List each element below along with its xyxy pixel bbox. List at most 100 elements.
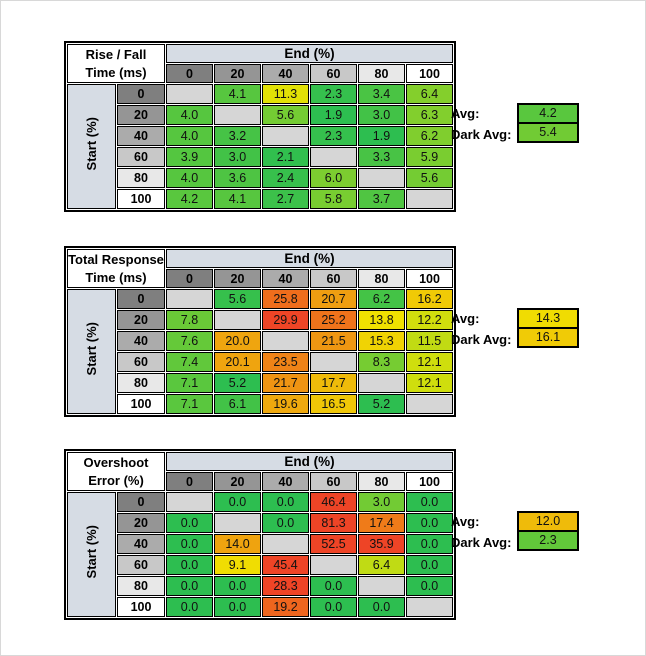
heatmap-cell: 12.1 <box>406 373 453 393</box>
heatmap-cell: 12.2 <box>406 310 453 330</box>
overshoot-error-table: Overshoot Error (%) End (%) 0 20 40 60 80 100 Sta… <box>64 449 579 620</box>
col-header: 80 <box>358 64 405 83</box>
start-axis-label: Start (%) <box>67 289 116 414</box>
row-header: 40 <box>117 534 165 554</box>
heatmap-cell: 2.4 <box>262 168 309 188</box>
heatmap-cell <box>406 394 453 414</box>
col-header: 20 <box>214 472 261 491</box>
start-axis-text: Start (%) <box>84 525 99 579</box>
row-header: 40 <box>117 126 165 146</box>
avg-label: Avg: <box>451 311 480 326</box>
row-header: 40 <box>117 331 165 351</box>
heatmap-cell: 5.2 <box>358 394 405 414</box>
heatmap-cell: 81.3 <box>310 513 357 533</box>
avg-boxes: 12.0 2.3 <box>517 511 579 553</box>
heatmap-cell: 5.8 <box>310 189 357 209</box>
heatmap-cell: 19.6 <box>262 394 309 414</box>
header-row: Rise / Fall Time (ms) End (%) <box>67 44 453 83</box>
dark-avg-value-box: 5.4 <box>517 122 579 143</box>
header-row: 0 20 40 60 80 100 <box>67 472 453 491</box>
avg-panel: Avg: Dark Avg: 14.3 16.1 <box>451 308 579 350</box>
avg-labels: Avg: Dark Avg: <box>451 511 517 553</box>
heatmap-cell <box>214 310 261 330</box>
heatmap-cell: 0.0 <box>166 555 213 575</box>
header-row: 0 20 40 60 80 100 <box>67 269 453 288</box>
end-axis-label: End (%) <box>166 44 453 63</box>
heatmap-cell: 0.0 <box>166 513 213 533</box>
heatmap-table: Total Response Time (ms) End (%) 0 20 40 60 80 1… <box>66 248 454 415</box>
table-title: Overshoot Error (%) <box>67 452 165 491</box>
table-row: 80 7.1 5.2 21.7 17.7 12.1 <box>67 373 453 393</box>
heatmap-cell: 21.5 <box>310 331 357 351</box>
heatmap-cell: 25.8 <box>262 289 309 309</box>
table-title-line2: Error (%) <box>88 472 144 488</box>
rise-fall-time-table: Rise / Fall Time (ms) End (%) 0 20 40 60 80 100 S… <box>64 41 579 212</box>
heatmap-cell: 12.1 <box>406 352 453 372</box>
heatmap-cell: 0.0 <box>406 534 453 554</box>
heatmap-cell: 7.1 <box>166 394 213 414</box>
heatmap-cell <box>262 331 309 351</box>
heatmap-cell: 5.2 <box>214 373 261 393</box>
table-title-line1: Total Response <box>68 251 164 267</box>
table-row: 60 7.4 20.1 23.5 8.3 12.1 <box>67 352 453 372</box>
heatmap-cell <box>358 168 405 188</box>
heatmap-cell: 20.0 <box>214 331 261 351</box>
heatmap-cell: 5.6 <box>214 289 261 309</box>
avg-label: Avg: <box>451 106 480 121</box>
heatmap-cell: 3.9 <box>166 147 213 167</box>
heatmap-cell: 20.7 <box>310 289 357 309</box>
heatmap-cell: 9.1 <box>214 555 261 575</box>
heatmap-cell: 4.1 <box>214 189 261 209</box>
table-row: 80 4.0 3.6 2.4 6.0 5.6 <box>67 168 453 188</box>
heatmap-cell: 3.7 <box>358 189 405 209</box>
row-header: 20 <box>117 513 165 533</box>
heatmap-cell: 0.0 <box>406 576 453 596</box>
table-row: 40 0.0 14.0 52.5 35.9 0.0 <box>67 534 453 554</box>
col-header: 20 <box>214 64 261 83</box>
heatmap-cell: 21.7 <box>262 373 309 393</box>
table-row: 100 7.1 6.1 19.6 16.5 5.2 <box>67 394 453 414</box>
heatmap-cell: 29.9 <box>262 310 309 330</box>
table-row: Start (%) 0 5.6 25.8 20.7 6.2 16.2 <box>67 289 453 414</box>
avg-boxes: 14.3 16.1 <box>517 308 579 350</box>
table-row: 60 3.9 3.0 2.1 3.3 5.9 <box>67 147 453 167</box>
heatmap-cell <box>310 147 357 167</box>
heatmap-cell <box>406 189 453 209</box>
heatmap-cell: 6.4 <box>358 555 405 575</box>
avg-value-box: 14.3 <box>517 308 579 329</box>
heatmap-cell <box>166 289 213 309</box>
heatmap-cell: 7.1 <box>166 373 213 393</box>
table-outline: Rise / Fall Time (ms) End (%) 0 20 40 60 80 100 S… <box>64 41 456 212</box>
table-row: 20 7.8 29.9 25.2 13.8 12.2 <box>67 310 453 330</box>
heatmap-cell <box>310 352 357 372</box>
col-header: 100 <box>406 472 453 491</box>
heatmap-cell: 4.1 <box>214 84 261 104</box>
heatmap-cell <box>358 576 405 596</box>
table-row: 100 4.2 4.1 2.7 5.8 3.7 <box>67 189 453 209</box>
dark-avg-label: Dark Avg: <box>451 535 512 550</box>
heatmap-cell: 3.0 <box>214 147 261 167</box>
dark-avg-value-box: 2.3 <box>517 530 579 551</box>
col-header: 80 <box>358 472 405 491</box>
heatmap-cell: 6.3 <box>406 105 453 125</box>
heatmap-cell: 3.0 <box>358 105 405 125</box>
heatmap-cell: 3.2 <box>214 126 261 146</box>
heatmap-cell: 35.9 <box>358 534 405 554</box>
heatmap-cell: 2.3 <box>310 126 357 146</box>
heatmap-cell: 0.0 <box>310 576 357 596</box>
avg-panel: Avg: Dark Avg: 4.2 5.4 <box>451 103 579 145</box>
heatmap-cell: 17.7 <box>310 373 357 393</box>
heatmap-cell: 0.0 <box>214 576 261 596</box>
col-header: 80 <box>358 269 405 288</box>
row-header: 80 <box>117 373 165 393</box>
avg-labels: Avg: Dark Avg: <box>451 103 517 145</box>
table-outline: Overshoot Error (%) End (%) 0 20 40 60 80 100 Sta… <box>64 449 456 620</box>
dark-avg-label: Dark Avg: <box>451 127 512 142</box>
row-header: 0 <box>117 289 165 309</box>
heatmap-cell: 13.8 <box>358 310 405 330</box>
header-row: Overshoot Error (%) End (%) <box>67 452 453 491</box>
heatmap-cell: 5.6 <box>262 105 309 125</box>
row-header: 60 <box>117 352 165 372</box>
header-row: 0 20 40 60 80 100 <box>67 64 453 83</box>
